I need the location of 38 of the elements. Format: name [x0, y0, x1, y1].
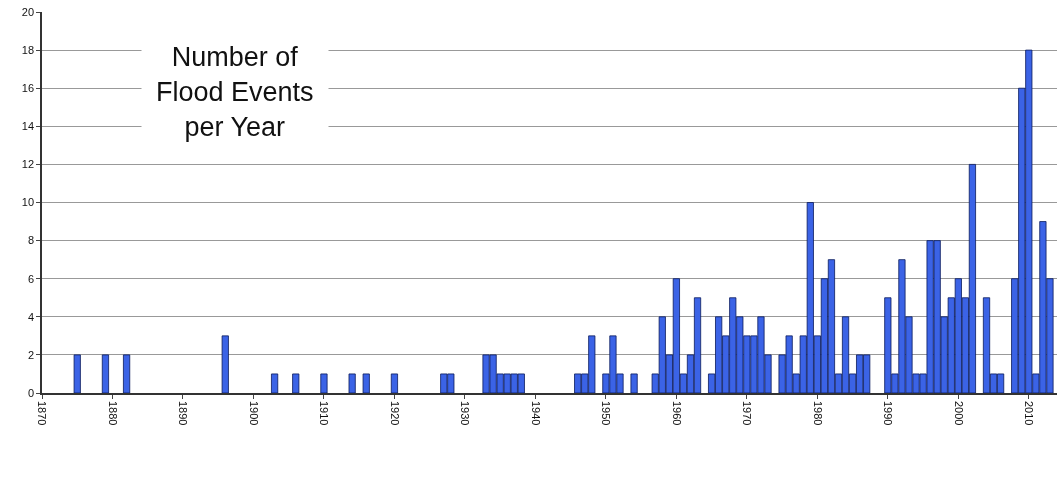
y-tick-label: 18	[21, 43, 35, 56]
y-tick-label: 14	[21, 120, 35, 133]
bar	[320, 373, 328, 393]
x-tick-label: 1980	[811, 400, 824, 426]
x-tick-label: 1940	[529, 400, 542, 426]
bar	[292, 373, 300, 393]
x-tick-label: 1960	[670, 400, 683, 426]
x-tick-label: 1880	[106, 400, 119, 426]
x-tick-label: 1870	[36, 400, 49, 426]
bar	[221, 335, 229, 393]
x-tick-label: 1910	[318, 400, 331, 426]
bar	[73, 354, 81, 393]
bar	[630, 373, 638, 393]
x-tick-label: 2000	[952, 400, 965, 426]
bar	[390, 373, 398, 393]
bar	[271, 373, 279, 393]
bar	[362, 373, 370, 393]
x-tick-label: 1950	[600, 400, 613, 426]
x-tick-label: 2010	[1023, 400, 1036, 426]
x-tick-label: 1930	[459, 400, 472, 426]
y-tick-label: 8	[27, 234, 35, 247]
bar	[123, 354, 131, 393]
x-tick-label: 1990	[882, 400, 895, 426]
text: Number of Flood Events per Year	[156, 42, 314, 143]
bar	[101, 354, 110, 393]
x-tick-label: 1920	[388, 400, 401, 426]
y-tick-label: 20	[21, 5, 35, 18]
y-tick-label: 16	[21, 82, 35, 95]
x-tick-label: 1900	[247, 400, 260, 426]
y-tick-label: 4	[27, 310, 35, 323]
bar	[348, 373, 356, 393]
x-tick-label: 1970	[741, 400, 754, 426]
x-tick-label: 1890	[177, 400, 190, 426]
y-tick-label: 2	[27, 348, 35, 361]
y-tick-label: 0	[27, 386, 35, 399]
y-tick-label: 6	[27, 272, 35, 285]
y-tick-label: 12	[21, 158, 35, 171]
y-tick-label: 10	[21, 196, 35, 209]
